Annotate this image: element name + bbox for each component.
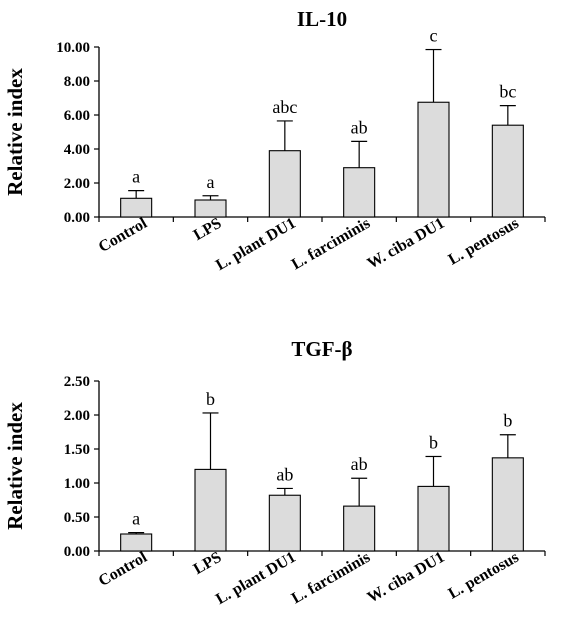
chart2-y-tick-label: 0.00 xyxy=(64,544,90,560)
chart2-y-tick-label: 1.00 xyxy=(64,476,90,492)
chart1-significance-label: abc xyxy=(272,97,297,117)
chart1-y-tick-label: 6.00 xyxy=(64,108,90,124)
chart1-y-tick-label: 0.00 xyxy=(64,210,90,226)
chart1-title: IL-10 xyxy=(297,7,347,31)
chart1-significance-label: ab xyxy=(351,117,368,137)
chart1-y-tick-label: 8.00 xyxy=(64,74,90,90)
chart1-bar xyxy=(268,150,301,218)
chart2-significance-label: b xyxy=(503,411,512,431)
chart2-category-label: L. plant DU1 xyxy=(213,549,299,608)
chart1-category-label: W. ciba DU1 xyxy=(364,215,447,273)
chart1-category-label: Control xyxy=(96,214,151,256)
chart1-significance-label: a xyxy=(132,167,140,187)
chart1-bar xyxy=(194,199,227,218)
chart2-bar xyxy=(491,457,524,552)
chart2-y-axis-label: Relative index xyxy=(3,402,27,530)
chart2-category-label: L. farciminis xyxy=(289,549,373,608)
chart1-y-tick-label: 2.00 xyxy=(64,176,90,192)
chart1-significance-label: c xyxy=(430,26,438,46)
chart1-y-tick-label: 10.00 xyxy=(56,40,90,56)
chart1-y-tick-label: 4.00 xyxy=(64,142,90,158)
chart1-category-label: LPS xyxy=(191,215,225,244)
chart2-title: TGF-β xyxy=(291,337,352,361)
chart1-bar xyxy=(417,101,450,218)
chart1-significance-label: bc xyxy=(499,82,516,102)
chart2-y-tick-label: 1.50 xyxy=(64,442,90,458)
chart2-bar xyxy=(343,505,376,552)
chart1-y-axis-label: Relative index xyxy=(3,68,27,196)
chart2-y-tick-label: 2.50 xyxy=(64,374,90,390)
chart2-significance-label: ab xyxy=(351,454,368,474)
chart2-bar xyxy=(120,533,153,552)
chart1-category-label: L. plant DU1 xyxy=(213,215,299,274)
chart1-significance-label: a xyxy=(207,172,215,192)
chart2-bar xyxy=(417,485,450,552)
chart1-category-label: L. farciminis xyxy=(289,215,373,274)
chart2-category-label: Control xyxy=(96,548,151,590)
chart2-category-label: LPS xyxy=(191,549,225,578)
chart1-category-label: L. pentosus xyxy=(446,215,522,269)
chart2-bar xyxy=(268,494,301,552)
chart2-significance-label: b xyxy=(429,432,438,452)
chart1-bar xyxy=(120,197,153,218)
chart2-category-label: L. pentosus xyxy=(446,549,522,603)
chart2-bar xyxy=(194,468,227,552)
chart2-significance-label: a xyxy=(132,509,140,529)
chart2-category-label: W. ciba DU1 xyxy=(364,549,447,607)
chart2-y-tick-label: 0.50 xyxy=(64,510,90,526)
chart2-significance-label: ab xyxy=(276,464,293,484)
chart2-y-tick-label: 2.00 xyxy=(64,408,90,424)
chart1-bar xyxy=(491,124,524,218)
chart2-significance-label: b xyxy=(206,389,215,409)
chart1-bar xyxy=(343,167,376,218)
